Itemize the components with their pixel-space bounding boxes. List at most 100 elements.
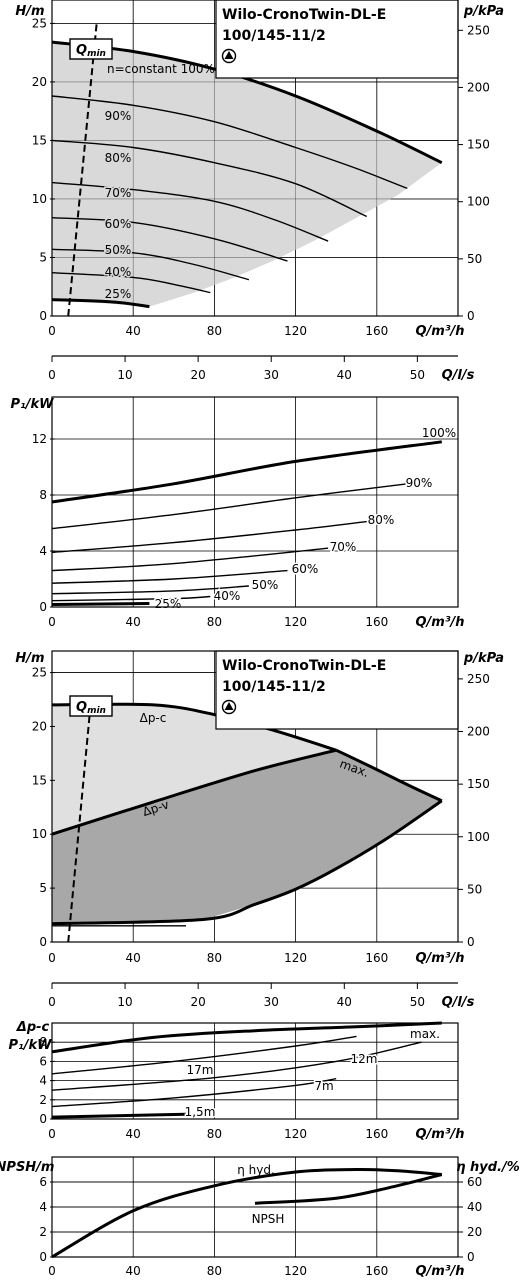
c1-y2-tick-label: 50 bbox=[467, 252, 482, 266]
c1-y-tick-label: 25 bbox=[32, 16, 47, 30]
c5-curve-NPSH bbox=[254, 1173, 443, 1205]
c5-x-tick-label: 0 bbox=[48, 1264, 56, 1278]
c5-y-tick-label: 2 bbox=[39, 1225, 47, 1239]
c4-curve-label: max. bbox=[410, 1027, 440, 1041]
c3-y-axis-label: H/m bbox=[15, 651, 44, 666]
c2-curve-25 bbox=[51, 602, 150, 606]
c1-x2-tick-label: 0 bbox=[48, 368, 56, 382]
c1-y2-tick-label: 200 bbox=[467, 80, 490, 94]
c5-y-tick-label: 0 bbox=[39, 1250, 47, 1264]
c1-x2-axis-label: Q/l/s bbox=[442, 368, 475, 383]
c3-y-tick-label: 10 bbox=[32, 827, 47, 841]
c2-plot-area bbox=[52, 397, 458, 607]
c4-curve-label: 17m bbox=[187, 1063, 214, 1077]
c1-y-tick-label: 20 bbox=[32, 75, 47, 89]
c4-x-tick-label: 40 bbox=[126, 1127, 141, 1141]
c5-y2-tick-label: 0 bbox=[467, 1250, 475, 1264]
c3-title-box bbox=[215, 650, 459, 730]
c3-border bbox=[51, 650, 459, 943]
c4-y-axis-label: P₁/kW bbox=[9, 1038, 53, 1053]
c3-dpc-label: Δp-c bbox=[140, 711, 167, 725]
c4-x-tick-label: 0 bbox=[48, 1127, 56, 1141]
c1-y2-tick-label: 0 bbox=[467, 309, 475, 323]
c1-x2-tick-label: 30 bbox=[264, 368, 279, 382]
c1-curve-label: 90% bbox=[105, 109, 132, 123]
c3-dpv-area bbox=[52, 750, 442, 924]
c4-x-axis-label: Q/m³/h bbox=[415, 1127, 464, 1142]
c4-y-tick-label: 8 bbox=[39, 1035, 47, 1049]
c3-y-tick-label: 5 bbox=[39, 881, 47, 895]
c3-y-tick-label: 25 bbox=[32, 666, 47, 680]
c3-y-tick-label: 0 bbox=[39, 935, 47, 949]
c3-title-line1: Wilo-CronoTwin-DL-E bbox=[222, 658, 386, 674]
c1-title-line1: Wilo-CronoTwin-DL-E bbox=[222, 7, 386, 23]
c3-x-axis-label: Q/m³/h bbox=[415, 951, 464, 966]
c1-y-tick-label: 5 bbox=[39, 250, 47, 264]
c1-x2-tick-label: 10 bbox=[117, 368, 132, 382]
c3-y-tick-label: 20 bbox=[32, 719, 47, 733]
c1-title-line2: 100/145-11/2 bbox=[222, 28, 326, 44]
c2-y-tick-label: 0 bbox=[39, 600, 47, 614]
c2-curve-label: 70% bbox=[330, 540, 357, 554]
c5-x-tick-label: 40 bbox=[126, 1264, 141, 1278]
c3-x-tick-label: 80 bbox=[207, 951, 222, 965]
c1-curve-nconstant100 bbox=[51, 40, 443, 165]
c2-x-tick-label: 40 bbox=[126, 615, 141, 629]
c2-curve-label: 40% bbox=[214, 589, 241, 603]
c3-y2-tick-label: 100 bbox=[467, 830, 490, 844]
c4-x-tick-label: 120 bbox=[284, 1127, 307, 1141]
c3-x2-tick-label: 40 bbox=[337, 995, 352, 1009]
c1-curve-25 bbox=[51, 298, 150, 309]
c4-border bbox=[51, 1022, 459, 1120]
c2-x-tick-label: 80 bbox=[207, 615, 222, 629]
c2-curve-label: 60% bbox=[292, 562, 319, 576]
c2-curve-100 bbox=[51, 440, 443, 504]
c3-qmin-line bbox=[67, 704, 92, 943]
c2-curve-label: 80% bbox=[368, 513, 395, 527]
c2-curve-label: 100% bbox=[422, 426, 456, 440]
c5-y-axis-label: NPSH/m bbox=[0, 1160, 54, 1175]
c1-title-box bbox=[215, 0, 459, 79]
c3-y-tick-label: 15 bbox=[32, 773, 47, 787]
c5-x-tick-label: 80 bbox=[207, 1264, 222, 1278]
c4-y-tick-label: 0 bbox=[39, 1112, 47, 1126]
c5-x-tick-label: 120 bbox=[284, 1264, 307, 1278]
c1-pump-symbol-arrow-icon bbox=[224, 51, 234, 59]
c5-x-axis-label: Q/m³/h bbox=[415, 1264, 464, 1279]
c1-border bbox=[51, 0, 459, 317]
c2-curve-80 bbox=[51, 520, 367, 554]
c3-y2-axis-label: p/kPa bbox=[463, 651, 504, 666]
c4-y-tick-label: 2 bbox=[39, 1093, 47, 1107]
c2-y-axis-label: P₁/kW bbox=[11, 397, 55, 412]
c2-curve-label: 50% bbox=[252, 578, 279, 592]
c4-curve-max bbox=[51, 1021, 442, 1054]
c1-y-tick-label: 15 bbox=[32, 133, 47, 147]
c1-curve-label: 80% bbox=[105, 151, 132, 165]
c1-curve-label: 40% bbox=[105, 265, 132, 279]
c3-x2-tick-label: 0 bbox=[48, 995, 56, 1009]
c3-x2-tick-label: 30 bbox=[264, 995, 279, 1009]
c4-y-axis-label-top: Δp-c bbox=[16, 1020, 50, 1035]
c1-y2-tick-label: 100 bbox=[467, 195, 490, 209]
c2-curve-40 bbox=[51, 595, 211, 602]
c3-x2-tick-label: 20 bbox=[191, 995, 206, 1009]
c1-curve-label: 25% bbox=[105, 287, 132, 301]
c1-curve-label: 70% bbox=[105, 186, 132, 200]
c2-x-tick-label: 160 bbox=[365, 615, 388, 629]
c1-x-tick-label: 0 bbox=[48, 324, 56, 338]
c4-curve-12m bbox=[51, 1041, 422, 1091]
c4-x-tick-label: 160 bbox=[365, 1127, 388, 1141]
c4-curve-label: 12m bbox=[351, 1052, 378, 1066]
c1-curve-60 bbox=[51, 217, 288, 262]
c2-x-tick-label: 0 bbox=[48, 615, 56, 629]
c4-y-tick-label: 4 bbox=[39, 1074, 47, 1088]
c2-curve-label: 25% bbox=[155, 597, 182, 611]
c3-pump-symbol-arrow-icon bbox=[224, 702, 234, 710]
c2-curve-label: 90% bbox=[406, 476, 433, 490]
c1-x2-tick-label: 50 bbox=[410, 368, 425, 382]
c3-title-line2: 100/145-11/2 bbox=[222, 679, 326, 695]
c4-curve-label: 1,5m bbox=[185, 1105, 216, 1119]
c5-y-tick-label: 6 bbox=[39, 1175, 47, 1189]
